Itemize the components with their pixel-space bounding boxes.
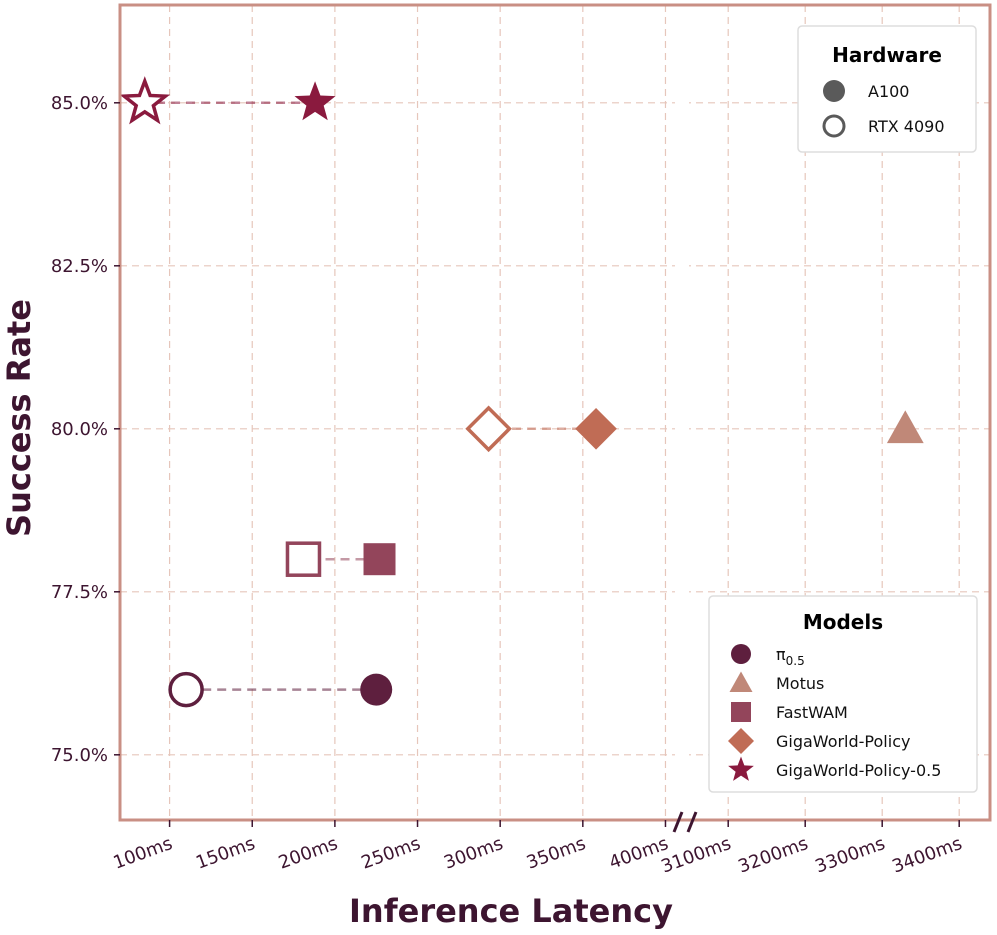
x-tick-label: 250ms [358, 833, 423, 874]
x-tick-label: 3300ms [812, 833, 888, 878]
x-ticks: 100ms 150ms 200ms 250ms 300ms 350ms 400ms3100m… [111, 820, 965, 878]
legend-marker-filled [823, 80, 845, 102]
x-tick-label: 3200ms [735, 833, 811, 878]
legend-marker-hollow [822, 114, 846, 138]
models-legend-label: Motus [776, 674, 824, 693]
data-point-star-rtx4090 [119, 76, 171, 125]
y-tick-label: 75.0% [51, 745, 108, 766]
hardware-legend: Hardware A100 RTX 4090 [797, 25, 977, 153]
data-point-circle-rtx4090 [168, 671, 204, 708]
legend-marker-star [728, 756, 754, 781]
x-tick-label: 3400ms [889, 833, 965, 878]
legend-marker-square [731, 702, 751, 722]
hardware-legend-title: Hardware [832, 43, 942, 67]
data-point-square-rtx4090 [285, 541, 322, 577]
models-legend: Modelsπ0.5MotusFastWAMGigaWorld-PolicyGi… [708, 595, 978, 793]
x-tick-label: 100ms [111, 833, 176, 874]
hardware-connectors [144, 101, 597, 691]
x-tick-label: 350ms [524, 833, 589, 874]
x-tick-label: 3100ms [658, 833, 734, 878]
models-legend-box [708, 595, 978, 793]
data-point-diamond-a100 [575, 408, 617, 450]
y-ticks: 75.0% 77.5% 80.0% 82.5% 85.0% [51, 93, 120, 766]
x-tick-label: 200ms [276, 833, 341, 874]
y-tick-label: 77.5% [51, 582, 108, 603]
models-legend-title: Models [803, 610, 883, 634]
data-point-star-a100 [294, 81, 336, 121]
models-legend-label: GigaWorld-Policy [776, 732, 910, 751]
legend-marker-diamond [728, 728, 754, 754]
y-tick-label: 82.5% [51, 256, 108, 277]
hardware-legend-label: RTX 4090 [868, 117, 945, 136]
data-markers [119, 76, 924, 708]
plot-frame [118, 3, 992, 822]
models-legend-label: GigaWorld-Policy-0.5 [776, 761, 941, 780]
data-point-square-a100 [363, 543, 396, 576]
x-tick-label: 300ms [441, 833, 506, 874]
legend-marker-triangle [729, 671, 753, 692]
data-point-diamond-rtx4090 [465, 405, 512, 453]
legend-marker-circle [731, 644, 751, 664]
axis-break-mark [672, 811, 698, 833]
x-tick-label: 150ms [193, 833, 258, 874]
hardware-legend-label: A100 [868, 82, 909, 101]
data-point-circle-a100 [360, 673, 393, 706]
data-point-triangle-a100 [886, 410, 924, 444]
y-axis-title: Success Rate [0, 299, 38, 537]
y-tick-label: 85.0% [51, 93, 108, 114]
x-axis-title: Inference Latency [349, 892, 673, 930]
models-legend-label: FastWAM [776, 703, 848, 722]
y-tick-label: 80.0% [51, 419, 108, 440]
